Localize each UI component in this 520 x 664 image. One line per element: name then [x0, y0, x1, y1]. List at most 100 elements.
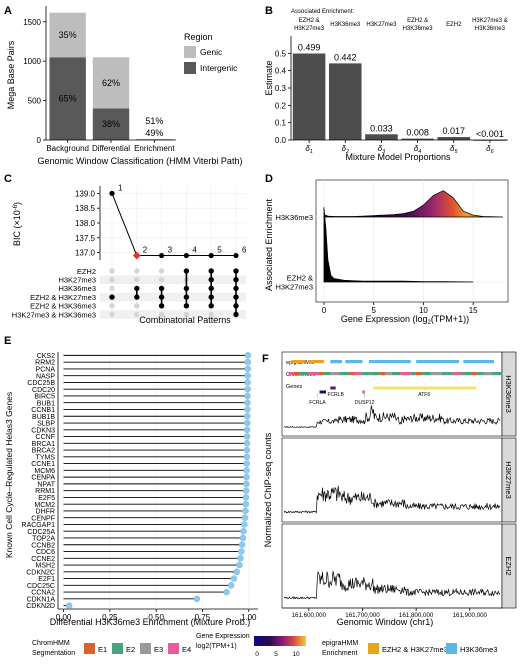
chromhmm-legend-title-2: Segmentation — [32, 650, 75, 657]
panel-a-bar-differential-genic — [92, 57, 130, 109]
panel-e-point-cks2 — [244, 352, 252, 359]
panel-b-y-tick-label: 0.0 — [275, 136, 287, 145]
panel-d-xlabel-end: (TPM+1)) — [431, 314, 469, 324]
delta-subscript: 1 — [310, 149, 313, 155]
panel-f-chromhmm-segment — [385, 372, 392, 376]
panel-a-x-tick-label: Differential — [92, 144, 130, 153]
panel-f-facet-label-ezh2: EZH2 — [504, 556, 513, 575]
panel-c-label: C — [4, 173, 12, 185]
panel-f: F Normalized ChIP-seq counts H3K36me3 H3K… — [262, 351, 517, 627]
panel-a-x-axis: Background Differential Enrichment — [46, 139, 176, 153]
panel-a: A Mega Base Pairs 0 500 1000 1500 65% 35% 38%… — [4, 5, 242, 166]
panel-f-gene-body-fcrla — [319, 390, 326, 394]
panel-f-epigra-segment — [368, 360, 411, 364]
panel-e-gene-label: CKS2 — [37, 353, 55, 360]
panel-f-chromhmm-segment — [349, 372, 355, 376]
panel-a-legend: Region Genic Intergenic — [184, 32, 238, 74]
panel-e-point-pcna — [244, 365, 252, 373]
panel-c-point-label: 1 — [118, 183, 123, 192]
panel-c-ylabel-close: ) — [12, 202, 22, 205]
panel-f-chromhmm-segment — [446, 372, 453, 376]
panel-e-point-ccnb2 — [238, 541, 246, 548]
panel-f-chromhmm-segment — [369, 372, 381, 376]
panel-c-y-tick-label: 137.5 — [75, 234, 96, 243]
gene-expr-legend-title-1: Gene Expression — [196, 633, 250, 640]
panel-f-gene-label: DUSP12 — [355, 400, 375, 406]
panel-e-gene-label: CENPA — [31, 475, 55, 482]
panel-b-enrichment-label: H3K27me3 & — [472, 18, 508, 24]
panel-a-bar-enrichment-genic — [136, 138, 173, 140]
panel-a-pct-label: 35% — [59, 30, 77, 40]
panel-b-enrichment-label: H3K36me3 — [403, 26, 434, 32]
panel-e-point-cdc25c — [227, 582, 235, 589]
panel-c-matrix-dot-off — [134, 277, 140, 283]
panel-e-gene-label: RACGAP1 — [22, 522, 56, 529]
panel-e-point-ccnb1 — [244, 406, 251, 413]
panel-f-facet-strip — [501, 523, 517, 609]
panel-e-lollipop-plot: 0.00 0.25 0.50 0.75 1.00CKS2RRM2PCNANASPCDC2… — [22, 352, 258, 622]
legend-e3-swatch — [140, 643, 151, 654]
panel-e-gene-label: MCM6 — [34, 468, 55, 475]
panel-e-gene-label: CENPF — [31, 515, 55, 522]
legend-intergenic-swatch — [184, 62, 196, 74]
panel-f-track-label-genes: Genes — [286, 384, 302, 390]
panel-e-point-cdc25b — [244, 379, 251, 386]
panel-b-value-label: 0.442 — [334, 52, 357, 62]
panel-e-point-cdkn2c — [233, 568, 240, 576]
panel-e-point-bub1b — [244, 413, 251, 420]
panel-e-gene-label: BUB1B — [32, 414, 55, 421]
delta-symbol: δ — [450, 144, 455, 153]
panel-b-enrichment-label: EZH2 — [446, 22, 462, 28]
gene-expr-tick-10: 10 — [292, 651, 300, 658]
panel-c-point-label: 3 — [168, 246, 173, 255]
panel-c-xlabel: Combinatorial Patterns — [139, 315, 231, 325]
panel-e-point-ccne2 — [237, 555, 244, 562]
epigra-legend-title-2: Enrichment — [322, 650, 357, 657]
panel-d-xlabel: Gene Expression (log2(TPM+1)) — [341, 314, 469, 326]
panel-d-xlabel-main: Gene Expression (log — [341, 314, 428, 324]
panel-f-chromhmm-segment — [288, 372, 294, 376]
panel-e-point-nasp — [244, 372, 251, 379]
panel-a-y-tick-label: 500 — [28, 97, 42, 106]
panel-e-point-ccnf — [243, 433, 251, 440]
panel-f-facet-frame — [281, 523, 503, 609]
bottom-legends: ChromHMM Segmentation E1 E2 E3 E4 Gene E… — [32, 633, 498, 658]
panel-e-gene-label: CDKN3 — [31, 427, 55, 434]
panel-b: B Estimate Associated Enrichment: EZH2 &… — [264, 5, 508, 162]
panel-c-point — [159, 252, 165, 259]
panel-b-label: B — [265, 5, 273, 17]
panel-c-matrix-dot-off — [158, 311, 165, 318]
panel-c-point — [109, 190, 115, 196]
panel-c-matrix-dot-off — [109, 311, 115, 318]
panel-e-point-birc5 — [244, 392, 251, 400]
panel-f-epigra-segment — [308, 360, 324, 364]
panel-f-chromhmm-segment — [299, 372, 309, 376]
panel-c-row-label: H3K27me3 — [58, 276, 96, 285]
panel-e-gene-label: NASP — [36, 373, 55, 380]
panel-e: E Known Cell Cycle–Regulated Helas3 Gene… — [4, 335, 258, 627]
panel-d-row-label: H3K27me3 — [275, 283, 313, 292]
panel-f-xlabel: Genomic Window (chr1) — [337, 617, 434, 627]
panel-e-point-cdc25a — [240, 527, 247, 535]
panel-b-x-axis: δ1 δ2 δ3 δ4 δ5 δ6 — [291, 139, 508, 155]
panel-c-row-label: H3K36me3 — [58, 284, 96, 293]
panel-e-gene-label: CCNE2 — [31, 556, 55, 563]
panel-a-bar-background-genic — [49, 12, 86, 58]
panel-e-point-dhfr — [242, 507, 249, 515]
panel-e-point-cdc20 — [244, 385, 251, 393]
panel-e-gene-label: CDKN2D — [26, 603, 55, 610]
legend-h3k36me3-swatch — [446, 643, 457, 654]
panel-f-x-tick-label: 161,700,000 — [345, 612, 380, 619]
panel-d-density-h3k36me3 — [323, 190, 504, 218]
panel-f-gene-body-dusp12 — [362, 390, 365, 394]
panel-e-xlabel: Differential H3K36me3 Enrichment (Mixtur… — [50, 617, 250, 627]
panel-f-chromhmm-segment — [380, 372, 386, 376]
panel-f-gene-body-fcrlb — [330, 386, 336, 390]
panel-e-point-e2f1 — [230, 575, 238, 582]
panel-e-gene-label: E2F5 — [38, 495, 55, 502]
panel-b-x-tick-label: δ5 — [450, 144, 458, 155]
legend-ezh2-h3k27me3-label: EZH2 & H3K27me3 — [382, 645, 448, 654]
panel-f-chromhmm-segment — [461, 372, 472, 376]
